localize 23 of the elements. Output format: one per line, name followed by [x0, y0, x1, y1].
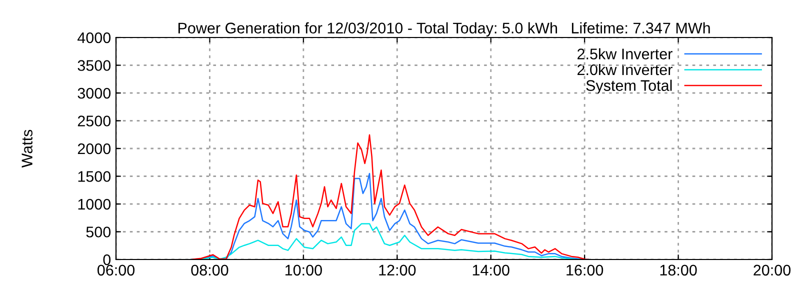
x-tick-label: 08:00: [191, 264, 228, 276]
y-tick-label: 0: [103, 254, 111, 266]
x-tick-label: 06:00: [97, 264, 135, 276]
x-tick-label: 12:00: [379, 264, 416, 276]
legend-label: 2.0kw Inverter: [578, 64, 672, 76]
x-tick-label: 16:00: [566, 264, 604, 276]
y-tick-label: 500: [86, 226, 111, 238]
x-tick-label: 10:00: [285, 264, 322, 276]
y-tick-label: 3500: [78, 60, 111, 71]
y-tick-label: 2000: [78, 143, 111, 154]
y-tick-label: 1000: [78, 198, 111, 210]
x-tick-label: 18:00: [660, 264, 697, 276]
y-tick-label: 3000: [78, 88, 111, 99]
chart-title: Power Generation for 12/03/2010 - Total Today: 5.0 kWh Lifetime: 7.347 MWh: [178, 22, 710, 37]
line-series: [190, 134, 589, 260]
legend-label: 2.5kw Inverter: [578, 48, 672, 60]
y-tick-label: 4000: [78, 32, 111, 44]
y-axis-title: Watts: [22, 130, 32, 168]
x-tick-label: 20:00: [754, 264, 791, 276]
legend-label: System Total: [586, 80, 672, 94]
y-tick-label: 1500: [78, 171, 111, 182]
x-tick-label: 14:00: [472, 264, 510, 276]
y-tick-label: 2500: [78, 116, 111, 126]
